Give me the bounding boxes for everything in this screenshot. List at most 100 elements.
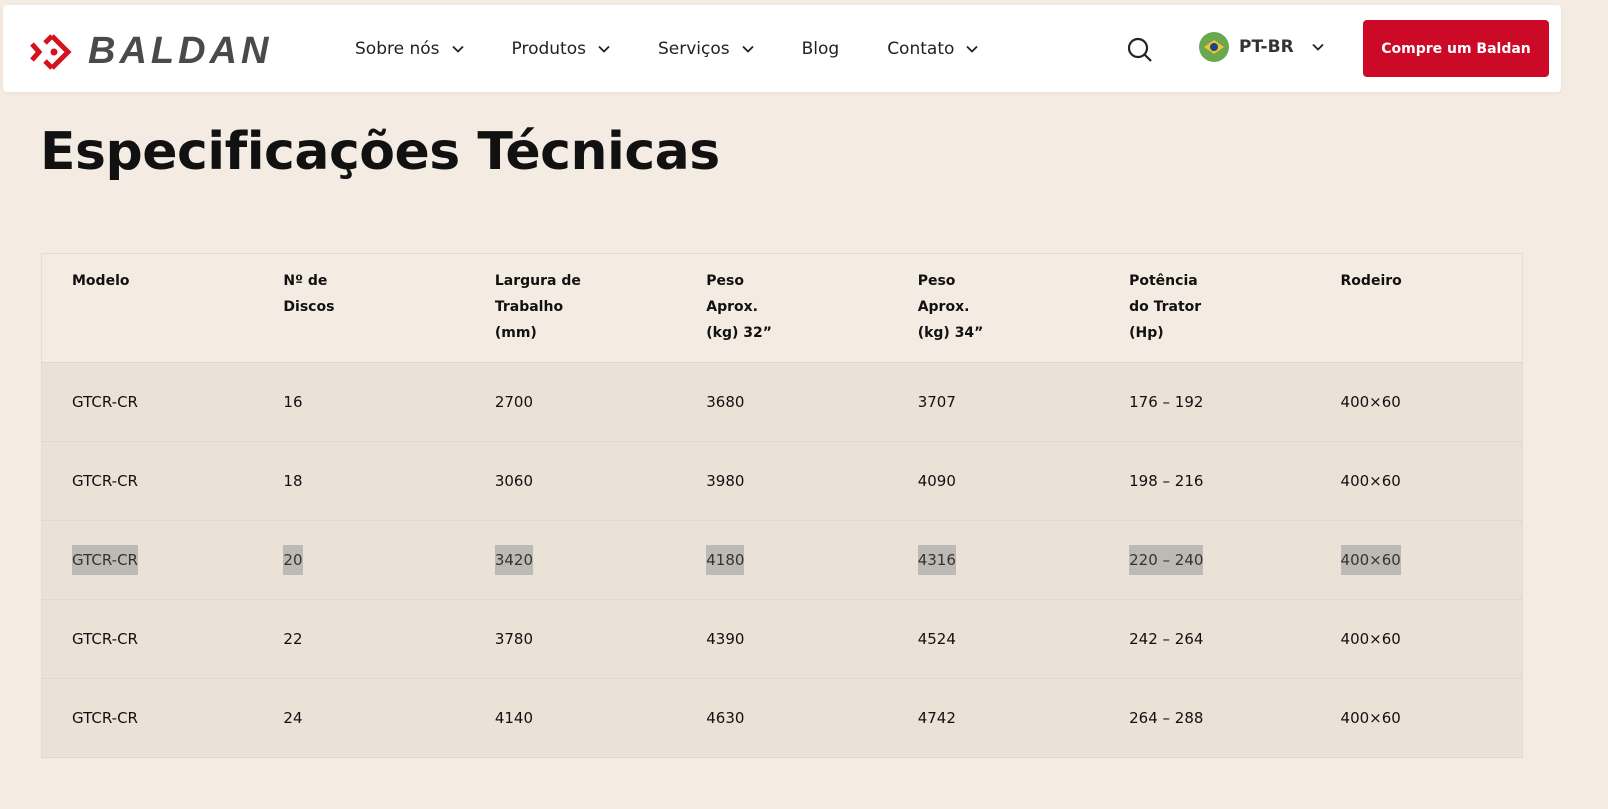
column-header-line: Rodeiro (1340, 273, 1402, 289)
table-cell: 400×60 (1310, 520, 1523, 600)
cell-value: 220 – 240 (1129, 545, 1204, 575)
cell-value: 400×60 (1340, 545, 1401, 575)
table-cell: GTCR-CR (41, 520, 254, 600)
column-header: Largura de Trabalho (mm) (464, 253, 677, 363)
column-header-line: Potência (1129, 273, 1198, 289)
main-nav: Sobre nós Produtos Serviços Blog Contato (355, 5, 1026, 92)
chevron-down-icon (741, 45, 754, 53)
cell-value: 4390 (706, 630, 745, 648)
table-cell: 242 – 264 (1099, 599, 1311, 679)
table-cell: 4090 (887, 441, 1100, 521)
cell-value: 3707 (917, 393, 956, 411)
column-header: Potência do Trator (Hp) (1099, 253, 1311, 363)
column-header-line: Peso (706, 273, 744, 289)
column-header-line: Aprox. (917, 299, 970, 315)
logo-text: BALDAN (88, 30, 273, 72)
table-cell: 3980 (676, 441, 888, 521)
brazil-flag-icon (1199, 32, 1229, 62)
cell-value: 3060 (494, 472, 534, 490)
table-cell: 4390 (676, 599, 888, 679)
chevron-down-icon (1312, 43, 1324, 51)
column-header-line: Largura de (494, 273, 581, 289)
table-cell: 264 – 288 (1099, 678, 1311, 758)
table-cell: 3780 (464, 599, 677, 679)
nav-item-label: Blog (801, 38, 840, 59)
cell-value: 3680 (706, 393, 745, 411)
cell-value: 24 (283, 709, 303, 727)
table-cell: 4140 (464, 678, 677, 758)
cell-value: GTCR-CR (72, 630, 138, 648)
table-cell: 18 (253, 441, 465, 521)
page-title: Especificações Técnicas (40, 122, 720, 182)
cell-value: GTCR-CR (72, 393, 138, 411)
table-cell: 198 – 216 (1099, 441, 1311, 521)
cell-value: 400×60 (1340, 472, 1401, 490)
cell-value: 400×60 (1340, 630, 1401, 648)
cell-value: 4140 (494, 709, 534, 727)
column-header-line: (mm) (494, 325, 537, 341)
table-cell: 20 (253, 520, 465, 600)
cell-value: 400×60 (1340, 709, 1401, 727)
cell-value: GTCR-CR (72, 472, 138, 490)
chevron-down-icon (598, 45, 610, 53)
table-cell: 3060 (464, 441, 677, 521)
nav-item-label: Serviços (657, 38, 730, 59)
cell-value: 3980 (706, 472, 745, 490)
table-cell: 400×60 (1310, 362, 1523, 442)
cell-value: 16 (283, 393, 303, 411)
column-header: Modelo (41, 253, 254, 363)
column-header-line: do Trator (1129, 299, 1202, 315)
column-header: Rodeiro (1310, 253, 1523, 363)
table-cell: 400×60 (1310, 599, 1523, 679)
cell-value: 3420 (494, 545, 534, 575)
nav-item-contato[interactable]: Contato (887, 39, 979, 59)
nav-item-servi-os[interactable]: Serviços (658, 39, 754, 59)
column-header-line: Nº de (283, 273, 328, 289)
search-icon[interactable] (1126, 36, 1154, 64)
column-header-line: Discos (283, 299, 335, 315)
cell-value: 4524 (917, 630, 956, 648)
column-header: Nº de Discos (253, 253, 465, 363)
table-cell: 220 – 240 (1099, 520, 1311, 600)
column-header-line: Trabalho (494, 299, 564, 315)
table-cell: GTCR-CR (41, 441, 254, 521)
language-label: PT-BR (1239, 37, 1294, 57)
language-selector[interactable]: PT-BR (1199, 32, 1324, 62)
column-header-line: Peso (917, 273, 956, 289)
cell-value: 2700 (494, 393, 534, 411)
cell-value: 18 (283, 472, 303, 490)
cell-value: 20 (283, 545, 303, 575)
table-cell: 24 (253, 678, 465, 758)
table-row: GTCR-CR 24 4140 4630 4742 264 – 288 400×60 (41, 678, 1523, 758)
nav-item-label: Sobre nós (355, 38, 440, 59)
cell-value: 4180 (706, 545, 745, 575)
baldan-logo[interactable]: BALDAN (28, 30, 272, 73)
table-cell: 2700 (464, 362, 677, 442)
nav-item-sobre-n-s[interactable]: Sobre nós (355, 39, 464, 59)
cell-value: 242 – 264 (1129, 630, 1204, 648)
buy-baldan-button[interactable]: Compre um Baldan (1363, 20, 1549, 77)
nav-item-produtos[interactable]: Produtos (512, 39, 610, 59)
column-header-line: (kg) 32” (706, 325, 772, 341)
table-row: GTCR-CR 20 3420 4180 4316 220 – 240 400×60 (41, 520, 1523, 600)
column-header-line: (kg) 34” (917, 325, 984, 341)
table-cell: 4180 (676, 520, 888, 600)
cell-value: 22 (283, 630, 303, 648)
cell-value: 4090 (917, 472, 956, 490)
table-cell: 4316 (887, 520, 1100, 600)
column-header: Peso Aprox. (kg) 34” (887, 253, 1100, 363)
cell-value: 176 – 192 (1129, 393, 1204, 411)
cell-value: GTCR-CR (72, 545, 138, 575)
table-cell: 4742 (887, 678, 1100, 758)
cell-value: 400×60 (1340, 393, 1401, 411)
table-cell: 400×60 (1310, 678, 1523, 758)
column-header-line: Modelo (72, 273, 130, 289)
table-cell: 3680 (676, 362, 888, 442)
nav-item-blog[interactable]: Blog (802, 39, 840, 59)
nav-item-label: Produtos (511, 38, 586, 59)
site-header: BALDAN Sobre nós Produtos Serviços Blog Cont… (3, 5, 1561, 92)
column-header: Peso Aprox. (kg) 32” (676, 253, 888, 363)
cell-value: 4630 (706, 709, 745, 727)
table-cell: 3707 (887, 362, 1100, 442)
cell-value: 4316 (917, 545, 956, 575)
